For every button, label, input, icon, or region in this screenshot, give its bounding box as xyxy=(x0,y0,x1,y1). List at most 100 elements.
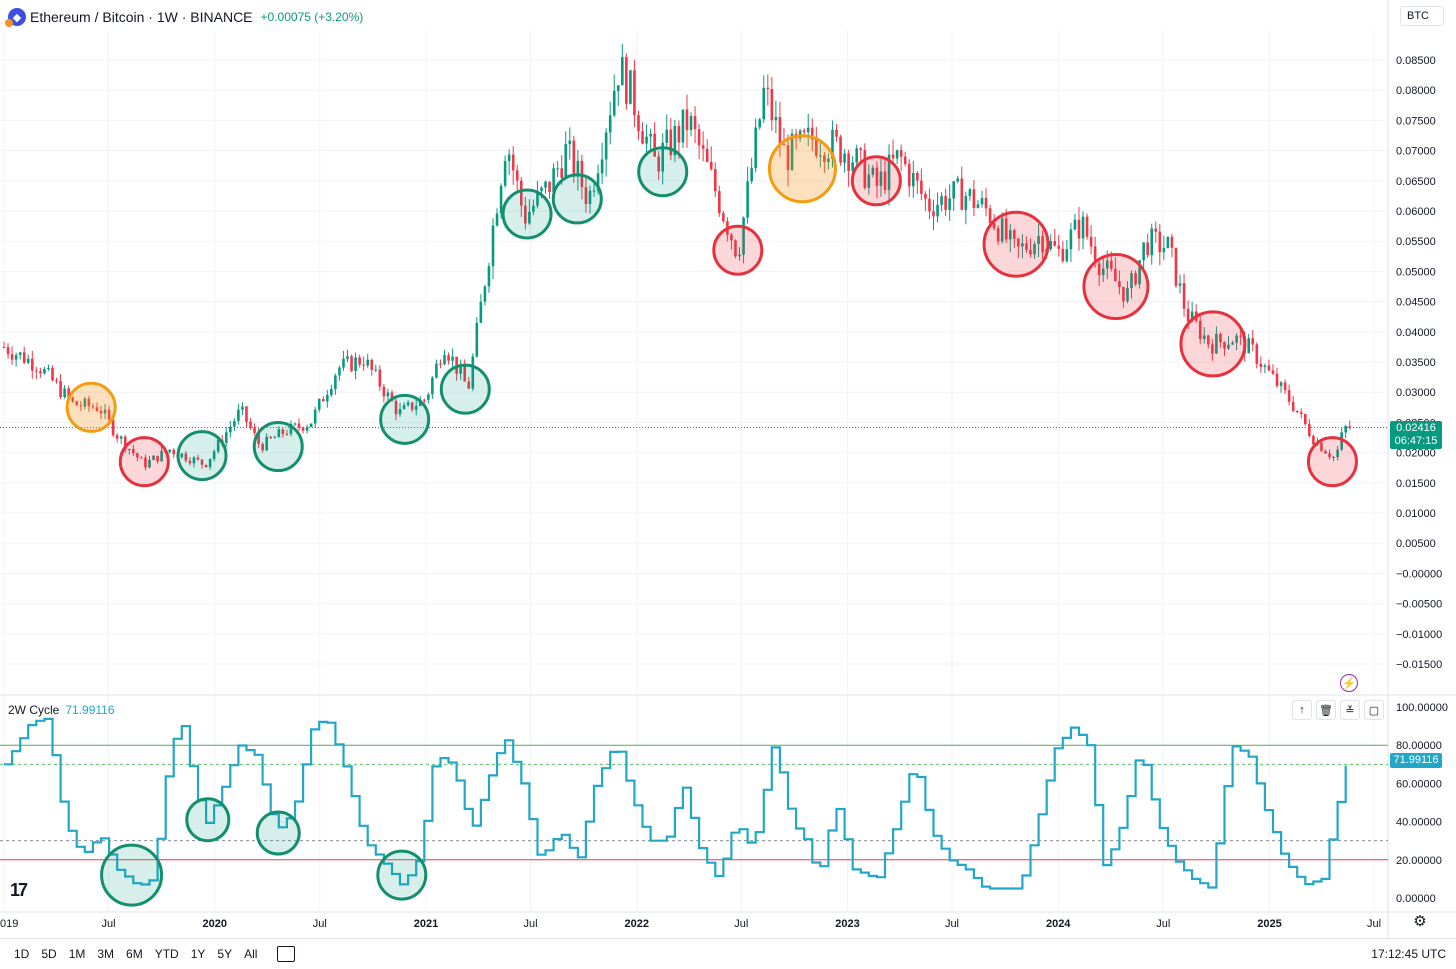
range-5d[interactable]: 5D xyxy=(41,947,57,961)
candle-body xyxy=(1227,344,1230,349)
candle-body xyxy=(39,371,42,374)
candle-body xyxy=(257,432,260,445)
candle-body xyxy=(148,459,151,468)
candle-body xyxy=(819,155,822,157)
candle-body xyxy=(701,145,705,149)
price-tick-label: 0.02000 xyxy=(1396,448,1436,460)
candle-body xyxy=(572,140,576,177)
candle-body xyxy=(940,196,943,205)
symbol-header[interactable]: ◆ Ethereum / Bitcoin · 1W · BINANCE +0.0… xyxy=(5,8,363,27)
gear-icon[interactable]: ⚙ xyxy=(1413,913,1427,930)
candle-body xyxy=(297,423,301,428)
candle-body xyxy=(984,197,988,209)
tradingview-logo-icon: 17 xyxy=(10,880,28,900)
candle-body xyxy=(431,377,434,395)
candle-body xyxy=(1069,229,1073,250)
candle-body xyxy=(1061,248,1065,262)
range-1m[interactable]: 1M xyxy=(68,947,86,961)
candle-body xyxy=(75,401,79,406)
time-tick-label: 2024 xyxy=(1046,918,1071,930)
candle-body xyxy=(99,410,103,414)
candle-body xyxy=(863,150,867,188)
candle-body xyxy=(782,144,786,146)
candle-body xyxy=(479,301,483,323)
candle-body xyxy=(1271,370,1275,374)
symbol-meta: · 1W · BINANCE xyxy=(144,9,253,25)
arrow-up-icon[interactable]: ↑ xyxy=(1292,700,1312,720)
candle-body xyxy=(843,153,846,163)
candle-body xyxy=(330,388,333,396)
candle-body xyxy=(649,133,652,137)
candle-body xyxy=(722,213,725,222)
candle-body xyxy=(750,168,753,182)
candle-body xyxy=(669,129,673,156)
price-tick-label: −0.00500 xyxy=(1396,599,1442,611)
candle-body xyxy=(63,388,66,398)
cycle-tick-label: 20.00000 xyxy=(1396,855,1442,867)
candle-body xyxy=(35,370,38,372)
last-price-badge: 0.02416 06:47:15 xyxy=(1390,421,1442,449)
range-6m[interactable]: 6M xyxy=(126,947,143,961)
candle-body xyxy=(136,453,139,458)
candle-body xyxy=(758,119,762,128)
candle-body xyxy=(422,399,426,401)
range-3m[interactable]: 3M xyxy=(97,947,115,961)
time-tick-label: Jul xyxy=(734,918,748,930)
candle-body xyxy=(1101,268,1105,276)
candle-body xyxy=(354,357,357,372)
lightning-icon[interactable]: ⚡ xyxy=(1340,674,1358,692)
candle-body xyxy=(1308,424,1311,437)
candle-body xyxy=(592,190,596,192)
candle-body xyxy=(119,436,123,439)
utc-clock[interactable]: 17:12:45 UTC xyxy=(1371,947,1446,961)
highlight-circle-red xyxy=(850,155,902,207)
candle-body xyxy=(103,409,107,414)
candle-body xyxy=(1073,219,1077,230)
candle-body xyxy=(301,427,305,431)
candle-body xyxy=(1089,236,1093,247)
range-ytd[interactable]: YTD xyxy=(154,947,179,961)
highlight-circle-green xyxy=(501,188,553,240)
candle-body xyxy=(475,322,479,357)
time-tick-label: 2023 xyxy=(835,918,859,930)
trash-icon[interactable]: 🗑 xyxy=(1316,700,1336,720)
candle-body xyxy=(265,436,268,451)
range-5y[interactable]: 5Y xyxy=(217,947,233,961)
candle-body xyxy=(734,240,737,257)
candle-body xyxy=(241,406,244,410)
range-1d[interactable]: 1D xyxy=(14,947,30,961)
candle-body xyxy=(681,109,685,143)
candle-body xyxy=(992,223,996,229)
candle-body xyxy=(253,427,256,433)
candle-body xyxy=(67,388,70,398)
candle-body xyxy=(273,437,277,439)
candle-body xyxy=(827,158,830,162)
candle-body xyxy=(1049,241,1052,250)
candle-body xyxy=(10,354,14,360)
candle-body xyxy=(491,225,495,267)
candle-body xyxy=(1219,333,1222,343)
candle-body xyxy=(1198,320,1202,340)
range-1y[interactable]: 1Y xyxy=(190,947,206,961)
maximize-icon[interactable]: ▢ xyxy=(1364,700,1384,720)
candle-body xyxy=(552,168,555,193)
candle-body xyxy=(79,405,83,407)
range-all[interactable]: All xyxy=(244,947,258,961)
collapse-icon[interactable]: ≚ xyxy=(1340,700,1360,720)
candle-body xyxy=(576,160,580,177)
price-tick-label: 0.03500 xyxy=(1396,357,1436,369)
candle-body xyxy=(358,357,361,365)
indicator-legend[interactable]: 2W Cycle 71.99116 xyxy=(8,703,115,717)
candle-body xyxy=(980,197,984,205)
candle-body xyxy=(313,409,317,424)
candle-body xyxy=(790,133,794,170)
candle-body xyxy=(467,381,471,389)
price-tick-label: 0.05500 xyxy=(1396,236,1436,248)
candle-body xyxy=(1186,308,1190,322)
currency-button[interactable]: BTC xyxy=(1400,6,1444,26)
candle-body xyxy=(633,70,636,116)
price-tick-label: 0.08500 xyxy=(1396,55,1436,67)
candle-body xyxy=(685,109,689,131)
calendar-icon[interactable] xyxy=(277,946,296,962)
